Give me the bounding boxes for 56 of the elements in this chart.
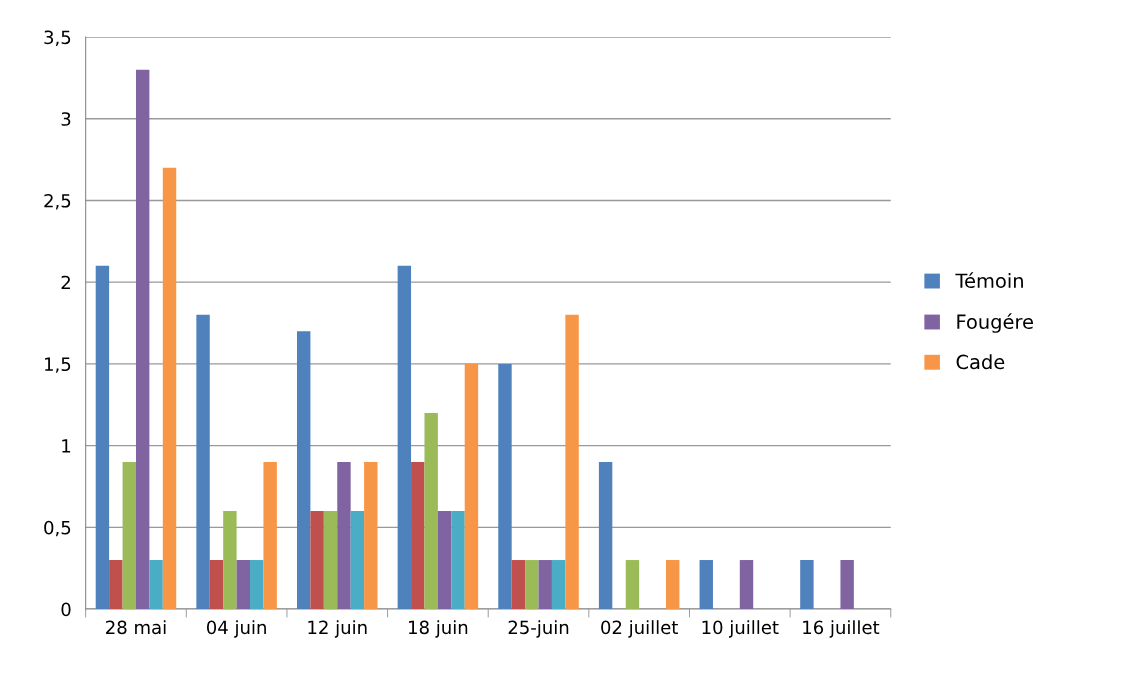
- bar: [310, 511, 324, 610]
- bar: [625, 560, 640, 610]
- y-tick-label: 0: [61, 602, 71, 617]
- bar: [551, 560, 566, 610]
- y-tick-label: 0,5: [44, 520, 71, 537]
- bar: [397, 265, 412, 610]
- legend-label: Témoin: [955, 272, 1023, 289]
- bar: [95, 265, 110, 610]
- bar: [196, 314, 210, 610]
- y-tick-label: 2,5: [44, 193, 71, 210]
- bar: [263, 461, 277, 610]
- bar: [250, 560, 264, 610]
- bar: [525, 560, 539, 610]
- bar: [437, 511, 452, 610]
- bar: [122, 461, 136, 610]
- bar: [498, 363, 512, 610]
- bar: [337, 461, 351, 610]
- bar: [538, 560, 552, 610]
- legend-label: Cade: [956, 354, 1005, 370]
- bar: [565, 314, 579, 610]
- x-tick-label: 18 juin: [409, 620, 468, 638]
- bar: [236, 560, 251, 610]
- x-tick-label: 16 juillet: [803, 620, 880, 638]
- y-tick-label: 3,5: [44, 30, 71, 46]
- bar: [162, 167, 177, 610]
- x-tick-label: 02 juillet: [601, 620, 678, 638]
- x-tick-label: 25-juin: [508, 620, 569, 638]
- y-tick-label: 3: [61, 112, 71, 126]
- bar: [364, 461, 378, 610]
- x-tick-label: 04 juin: [206, 620, 266, 638]
- bar: [109, 560, 123, 610]
- bar: [223, 511, 237, 610]
- bar: [739, 560, 754, 610]
- bar: [511, 560, 526, 610]
- bar: [800, 560, 814, 610]
- bar: [840, 560, 854, 610]
- legend-label: Fougére: [957, 313, 1033, 333]
- bar: [350, 511, 365, 610]
- bar: [464, 363, 479, 610]
- x-tick-label: 12 juin: [308, 620, 367, 638]
- y-tick-label: 1,5: [45, 357, 71, 373]
- bar: [451, 511, 465, 610]
- bar: [209, 560, 224, 610]
- bar: [135, 69, 150, 610]
- bar: [411, 461, 425, 610]
- bar: [699, 560, 713, 610]
- x-tick-label: 28 mai: [106, 620, 166, 635]
- x-tick-label: 10 juillet: [702, 620, 779, 638]
- bar: [666, 560, 680, 610]
- bar: [296, 331, 311, 610]
- bar: [149, 560, 163, 610]
- bar: [598, 461, 613, 610]
- bar: [323, 511, 338, 610]
- y-tick-label: 2: [61, 275, 70, 290]
- y-tick-label: 1: [62, 439, 71, 453]
- bar: [424, 412, 438, 610]
